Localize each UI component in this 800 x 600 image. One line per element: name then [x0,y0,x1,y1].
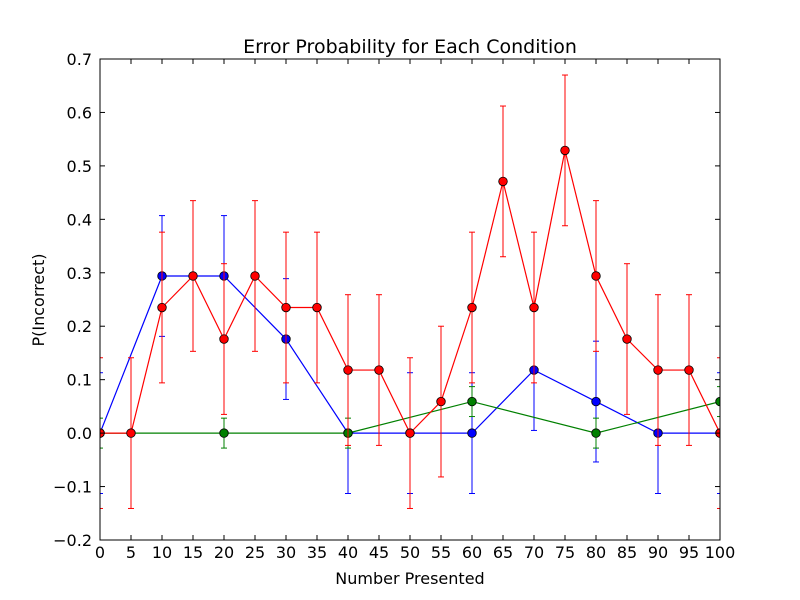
x-tick-label: 75 [555,543,575,562]
data-point [126,428,136,438]
x-tick-label: 25 [245,543,265,562]
x-tick-label: 60 [462,543,482,562]
data-point [343,365,353,375]
x-tick-label: 35 [307,543,327,562]
data-point [715,396,720,407]
x-tick-label: 5 [126,543,136,562]
x-tick-label: 100 [705,543,736,562]
data-point [436,396,446,407]
data-point [467,302,477,313]
plot-frame [99,58,721,541]
data-point [312,302,322,313]
data-point [591,396,601,407]
x-tick-label: 85 [617,543,637,562]
y-tick-label: −0.2 [53,531,92,550]
data-point [157,302,167,313]
y-tick-label: 0.2 [67,317,92,336]
x-axis-label: Number Presented [335,569,484,588]
y-tick-label: −0.1 [53,478,92,497]
data-point [560,145,570,156]
data-point [374,365,384,375]
x-tick-label: 70 [524,543,544,562]
y-axis-label: P(Incorrect) [29,253,48,346]
x-tick-label: 20 [214,543,234,562]
x-tick-label: 65 [493,543,513,562]
data-point [405,428,415,438]
y-tick-label: 0.3 [67,264,92,283]
chart-title: Error Probability for Each Condition [243,36,577,58]
y-tick-label: 0.7 [67,50,92,69]
data-point [529,302,539,313]
data-point [250,271,260,281]
x-tick-label: 15 [183,543,203,562]
plot-area [100,74,720,509]
x-tick-label: 30 [276,543,296,562]
data-point [653,365,663,375]
x-tick-label: 95 [679,543,699,562]
x-tick-label: 90 [648,543,668,562]
y-tick-label: 0.5 [67,157,92,176]
data-point [467,428,477,438]
y-tick-label: 0.4 [67,210,92,229]
data-point [591,271,601,281]
y-tick-label: 0.0 [67,424,92,443]
data-point [219,334,229,344]
y-tick-label: 0.1 [67,371,92,390]
data-point [219,428,229,438]
series-2 [100,74,720,509]
data-point [188,271,198,281]
x-tick-label: 55 [431,543,451,562]
x-tick-label: 0 [95,543,105,562]
x-tick-label: 10 [152,543,172,562]
x-tick-label: 50 [400,543,420,562]
data-point [591,428,601,438]
data-point [281,302,291,313]
data-point [684,365,694,375]
x-tick-label: 45 [369,543,389,562]
y-tick-label: 0.6 [67,103,92,122]
x-tick-label: 40 [338,543,358,562]
data-point [622,334,632,344]
data-point [467,396,477,407]
x-tick-label: 80 [586,543,606,562]
axis-ticks: 0 5 10 15 20 25 30 35 40 45 50 55 60 65 70 75 80 85 90 95 10… [53,50,735,562]
data-point [498,176,508,187]
